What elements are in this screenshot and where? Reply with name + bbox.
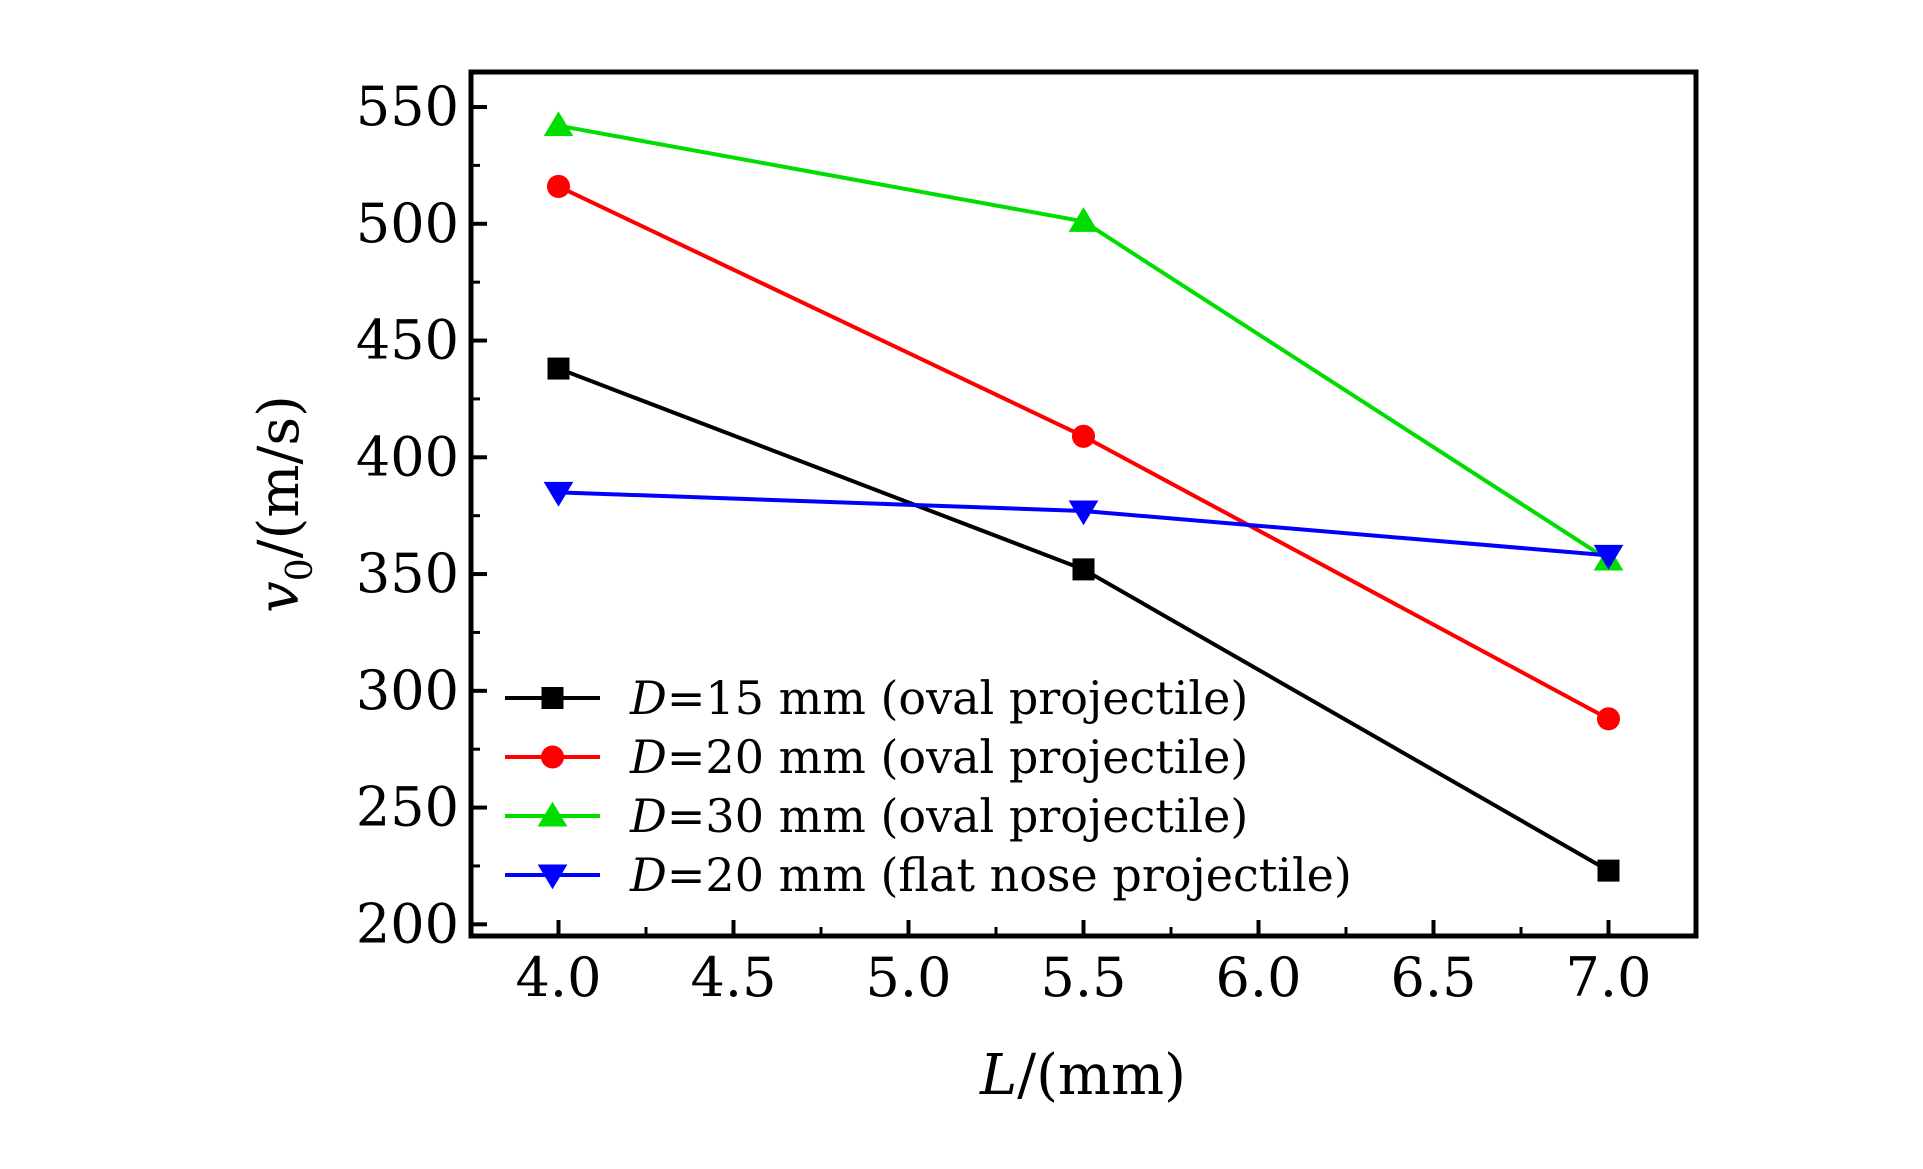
data-point-d30 <box>543 111 574 137</box>
series-line-d30 <box>558 123 1610 562</box>
y-axis-title: v0/(m/s) <box>247 395 321 613</box>
y-tick-label: 350 <box>356 542 459 605</box>
series-d20 <box>546 174 1621 731</box>
x-tick-label: 4.0 <box>516 946 602 1009</box>
legend-label-var: D <box>629 730 667 784</box>
y-tick-label: 450 <box>356 309 459 372</box>
legend-label-text: =20 mm (flat nose projectile) <box>667 848 1352 902</box>
data-point-d15 <box>1072 558 1095 581</box>
legend-marker <box>541 687 564 709</box>
y-tick-label: 250 <box>356 776 459 839</box>
data-point-d20 <box>1071 424 1096 448</box>
data-point-d20flat <box>1068 500 1099 526</box>
x-axis-title: L/(mm) <box>979 1043 1186 1108</box>
x-tick-label: 6.0 <box>1216 946 1302 1009</box>
x-tick-label: 5.0 <box>866 946 952 1009</box>
legend-label: D=20 mm (flat nose projectile) <box>629 848 1352 902</box>
data-point-d20flat <box>1593 544 1624 570</box>
series-d20flat <box>543 481 1624 570</box>
legend-label: D=15 mm (oval projectile) <box>629 671 1248 725</box>
legend-marker <box>537 864 568 890</box>
data-point-d15 <box>1597 859 1620 882</box>
legend-label: D=20 mm (oval projectile) <box>629 730 1248 784</box>
legend-label-var: D <box>629 789 667 843</box>
y-tick-label: 550 <box>356 75 459 138</box>
legend-label-text: =20 mm (oval projectile) <box>667 730 1248 784</box>
legend-item-d15: D=15 mm (oval projectile) <box>505 671 1248 725</box>
legend-label: D=30 mm (oval projectile) <box>629 789 1248 843</box>
legend-item-d30: D=30 mm (oval projectile) <box>505 789 1248 843</box>
data-point-d15 <box>547 357 570 380</box>
legend-label-var: D <box>629 671 667 725</box>
legend-item-d20: D=20 mm (oval projectile) <box>505 730 1248 784</box>
legend-label-text: =30 mm (oval projectile) <box>667 789 1248 843</box>
legend-label-text: =15 mm (oval projectile) <box>667 671 1248 725</box>
y-tick-label: 500 <box>356 192 459 255</box>
legend-marker <box>540 745 565 769</box>
y-axis-ticks: 200 250 300 350 400 450 500 550 <box>356 75 487 955</box>
x-tick-label: 6.5 <box>1391 946 1477 1009</box>
x-axis-ticks: 4.0 4.5 5.0 5.5 6.0 6.5 7.0 <box>516 920 1652 1009</box>
x-tick-label: 5.5 <box>1041 946 1127 1009</box>
data-point-d30 <box>1068 207 1099 232</box>
y-tick-label: 200 <box>356 892 459 955</box>
legend-item-d20flat: D=20 mm (flat nose projectile) <box>505 848 1352 902</box>
y-tick-label: 400 <box>356 425 459 488</box>
data-point-d20flat <box>543 481 574 507</box>
legend-marker <box>537 801 568 827</box>
legend-label-var: D <box>629 848 667 902</box>
x-tick-label: 7.0 <box>1566 946 1652 1009</box>
series-layer <box>543 111 1624 882</box>
series-d15 <box>547 357 1620 882</box>
series-line-d20 <box>557 184 1610 721</box>
y-tick-label: 300 <box>356 659 459 722</box>
data-point-d20 <box>546 174 571 198</box>
legend: D=15 mm (oval projectile)D=20 mm (oval p… <box>505 671 1352 902</box>
x-tick-label: 4.5 <box>691 946 777 1009</box>
data-point-d20 <box>1596 707 1621 731</box>
